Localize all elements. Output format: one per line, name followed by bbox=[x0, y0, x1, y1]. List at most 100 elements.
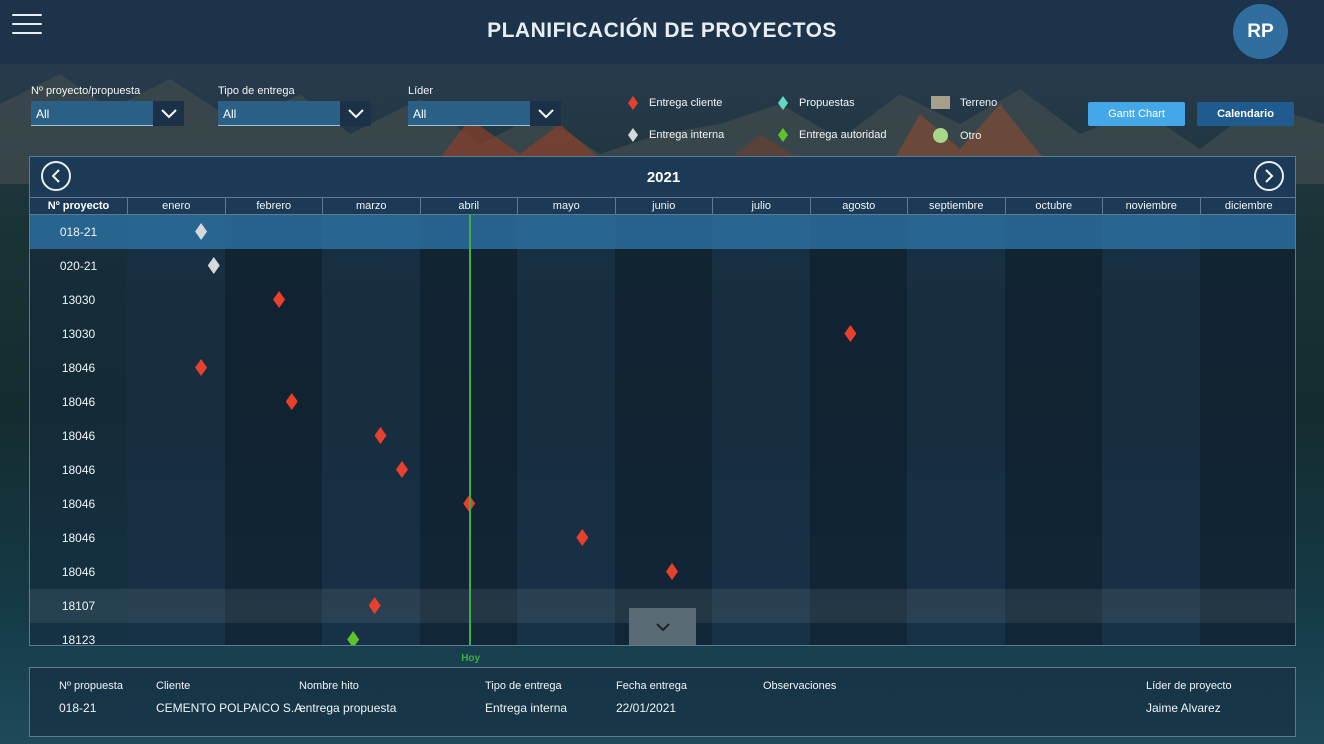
month-header-row: Nº proyecto enero febrero marzo abril mayo ju… bbox=[30, 197, 1296, 215]
diamond-green-icon bbox=[778, 128, 788, 142]
gantt-row-project: 18107 bbox=[61, 599, 96, 613]
detail-header-lider: Líder de proyecto bbox=[1146, 680, 1232, 692]
milestone-diamond-icon[interactable] bbox=[844, 325, 857, 342]
gantt-row-project: 18046 bbox=[61, 361, 96, 375]
gantt-row[interactable]: 18046 bbox=[30, 351, 1295, 385]
gantt-row[interactable]: 020-21 bbox=[30, 249, 1295, 283]
gantt-row[interactable]: 018-21 bbox=[30, 215, 1295, 249]
gantt-row[interactable]: 18046 bbox=[30, 521, 1295, 555]
gantt-row-project: 18046 bbox=[61, 565, 96, 579]
detail-header-tipo-entrega: Tipo de entrega bbox=[485, 680, 562, 692]
month-column-band bbox=[614, 215, 712, 645]
milestone-diamond-icon[interactable] bbox=[395, 461, 408, 478]
milestone-diamond-icon[interactable] bbox=[576, 529, 589, 546]
milestone-diamond-icon[interactable] bbox=[347, 631, 360, 645]
hamburger-menu-icon[interactable] bbox=[12, 14, 42, 36]
filter-lider-select[interactable]: All bbox=[408, 101, 561, 126]
gantt-row[interactable]: 18046 bbox=[30, 487, 1295, 521]
month-header-noviembre: noviembre bbox=[1102, 198, 1200, 215]
milestone-diamond-icon[interactable] bbox=[195, 223, 208, 240]
gantt-row[interactable]: 13030 bbox=[30, 317, 1295, 351]
top-bar: PLANIFICACIÓN DE PROYECTOS RP bbox=[0, 0, 1324, 64]
month-column-band bbox=[907, 215, 1005, 645]
gantt-row[interactable]: 18123 bbox=[30, 623, 1295, 646]
month-header-febrero: febrero bbox=[224, 198, 323, 215]
square-icon bbox=[930, 96, 950, 109]
detail-header-cliente: Cliente bbox=[156, 680, 191, 692]
legend-otro-label: Otro bbox=[960, 129, 982, 142]
gantt-row[interactable]: 13030 bbox=[30, 283, 1295, 317]
legend-entrega-cliente: Entrega cliente bbox=[623, 96, 722, 110]
month-header-agosto: agosto bbox=[809, 198, 908, 215]
gantt-chart-button[interactable]: Gantt Chart bbox=[1088, 102, 1185, 126]
gantt-row-project: 018-21 bbox=[59, 225, 98, 239]
today-line bbox=[469, 215, 472, 645]
milestone-diamond-icon[interactable] bbox=[195, 359, 208, 376]
gantt-row-project: 18123 bbox=[61, 633, 96, 646]
gantt-row[interactable]: 18046 bbox=[30, 555, 1295, 589]
month-header-marzo: marzo bbox=[322, 198, 420, 215]
legend-entrega-autoridad-label: Entrega autoridad bbox=[799, 129, 887, 141]
filter-lider-label: Líder bbox=[408, 85, 434, 97]
filter-tipo-entrega-label: Tipo de entrega bbox=[218, 85, 295, 97]
milestone-diamond-icon[interactable] bbox=[374, 427, 387, 444]
detail-header-propuesta: Nº propuesta bbox=[59, 680, 123, 692]
month-header-enero: enero bbox=[127, 198, 225, 215]
legend-entrega-autoridad: Entrega autoridad bbox=[773, 128, 886, 142]
gantt-row-project: 18046 bbox=[61, 463, 96, 477]
legend-propuestas: Propuestas bbox=[773, 96, 855, 110]
project-column-header: Nº proyecto bbox=[47, 200, 110, 212]
chevron-down-icon[interactable] bbox=[340, 101, 371, 126]
milestone-diamond-icon[interactable] bbox=[273, 291, 286, 308]
detail-value-lider: Jaime Alvarez bbox=[1146, 701, 1221, 715]
filter-tipo-entrega-value[interactable]: All bbox=[218, 101, 340, 126]
gantt-row-project: 18046 bbox=[61, 531, 96, 545]
scroll-down-button[interactable] bbox=[629, 608, 696, 645]
diamond-red-icon bbox=[628, 96, 638, 110]
chevron-down-icon bbox=[655, 623, 670, 632]
month-header-octubre: octubre bbox=[1004, 198, 1103, 215]
milestone-diamond-icon[interactable] bbox=[207, 257, 220, 274]
chevron-down-icon[interactable] bbox=[153, 101, 184, 126]
milestone-diamond-icon[interactable] bbox=[368, 597, 381, 614]
gantt-row-project: 13030 bbox=[61, 327, 96, 341]
milestone-diamond-icon[interactable] bbox=[666, 563, 679, 580]
filter-proyecto-label: Nº proyecto/propuesta bbox=[31, 85, 141, 97]
gantt-row-project: 18046 bbox=[61, 429, 96, 443]
filter-lider: Líder All bbox=[408, 85, 561, 126]
chevron-down-icon[interactable] bbox=[530, 101, 561, 126]
chevron-right-icon[interactable] bbox=[1254, 161, 1284, 191]
gantt-row[interactable]: 18046 bbox=[30, 419, 1295, 453]
month-header-septiembre: septiembre bbox=[907, 198, 1005, 215]
month-column-band bbox=[712, 215, 810, 645]
legend-otro: Otro bbox=[930, 128, 981, 143]
month-header-junio: junio bbox=[614, 198, 713, 215]
month-column-band bbox=[809, 215, 907, 645]
filter-proyecto-value[interactable]: All bbox=[31, 101, 153, 126]
gantt-row-project: 020-21 bbox=[59, 259, 98, 273]
gantt-row-project: 18046 bbox=[61, 497, 96, 511]
gantt-row[interactable]: 18046 bbox=[30, 385, 1295, 419]
filter-tipo-entrega-select[interactable]: All bbox=[218, 101, 371, 126]
detail-value-cliente: CEMENTO POLPAICO S.A. bbox=[156, 701, 306, 715]
month-header-abril: abril bbox=[419, 198, 518, 215]
gantt-row-project: 13030 bbox=[61, 293, 96, 307]
gantt-row[interactable]: 18046 bbox=[30, 453, 1295, 487]
filter-lider-value[interactable]: All bbox=[408, 101, 530, 126]
gantt-header: 2021 bbox=[30, 157, 1295, 197]
month-header-diciembre: diciembre bbox=[1199, 198, 1296, 215]
chevron-left-icon[interactable] bbox=[41, 161, 71, 191]
avatar[interactable]: RP bbox=[1233, 4, 1288, 59]
month-column-band bbox=[1102, 215, 1200, 645]
calendario-button[interactable]: Calendario bbox=[1197, 102, 1294, 126]
filter-proyecto-select[interactable]: All bbox=[31, 101, 184, 126]
detail-value-propuesta: 018-21 bbox=[59, 701, 97, 715]
month-column-band bbox=[1199, 215, 1295, 645]
legend-terreno-label: Terreno bbox=[960, 96, 998, 109]
circle-icon bbox=[932, 128, 948, 143]
month-column-band bbox=[517, 215, 615, 645]
detail-header-fecha-entrega: Fecha entrega bbox=[616, 680, 687, 692]
detail-header-observaciones: Observaciones bbox=[763, 680, 837, 692]
milestone-diamond-icon[interactable] bbox=[285, 393, 298, 410]
filter-proyecto: Nº proyecto/propuesta All bbox=[31, 85, 184, 126]
